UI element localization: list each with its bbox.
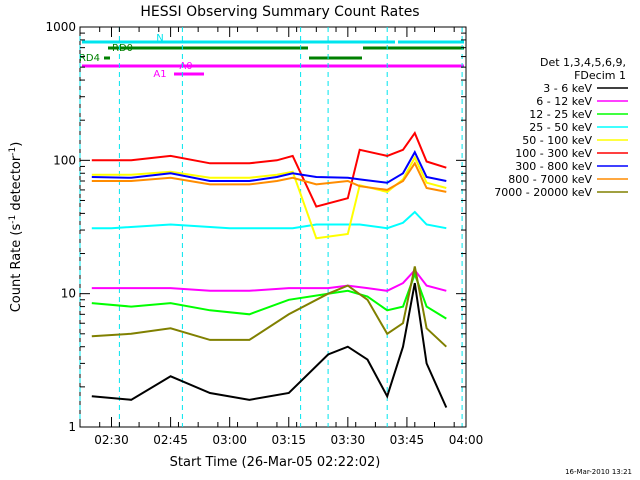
series-3-6-kev bbox=[91, 282, 448, 408]
series-12-25-kev bbox=[91, 271, 447, 320]
legend-header-line-1: Det 1,3,4,5,6,9, bbox=[540, 56, 626, 69]
flag-label-a1: A1 bbox=[153, 69, 166, 80]
chart-title: HESSI Observing Summary Count Rates bbox=[140, 4, 419, 20]
series-group bbox=[91, 131, 448, 408]
x-tick-label-03-00: 03:00 bbox=[212, 433, 247, 447]
legend-header-line-2: FDecim 1 bbox=[574, 69, 626, 82]
x-tick-label-04-00: 04:00 bbox=[449, 433, 484, 447]
x-tick-label-02-30: 02:30 bbox=[94, 433, 129, 447]
x-axis-label: Start Time (26-Mar-05 02:22:02) bbox=[170, 455, 381, 470]
observing-flags: N RD0 RD4 A0 A1 bbox=[79, 33, 464, 80]
legend-label-3-6-kev: 3 - 6 keV bbox=[543, 82, 592, 95]
x-tick-label-02-45: 02:45 bbox=[153, 433, 188, 447]
legend-label-12-25-kev: 12 - 25 keV bbox=[529, 108, 592, 121]
series-50-100-kev bbox=[91, 155, 447, 240]
flag-label-a0: A0 bbox=[179, 61, 192, 72]
legend-label-7000-20000-kev: 7000 - 20000 keV bbox=[494, 186, 592, 199]
series-100-300-kev bbox=[91, 131, 447, 208]
y-axis: 1 10 100 1000 bbox=[45, 20, 466, 434]
legend-label-300-800-kev: 300 - 800 keV bbox=[515, 160, 592, 173]
y-tick-label-1000: 1000 bbox=[45, 20, 76, 34]
y-axis-label: Count Rate (s-1 detector-1) bbox=[8, 142, 24, 313]
x-tick-label-03-45: 03:45 bbox=[390, 433, 425, 447]
legend-label-100-300-kev: 100 - 300 keV bbox=[515, 147, 592, 160]
series-800-7000-kev bbox=[91, 161, 447, 193]
x-axis: 02:30 02:45 03:00 03:15 03:30 03:45 04:00 bbox=[79, 27, 484, 447]
legend-label-800-7000-kev: 800 - 7000 keV bbox=[508, 173, 592, 186]
series-300-800-kev bbox=[91, 150, 447, 184]
series-7000-20000-kev bbox=[91, 266, 447, 348]
x-tick-label-03-15: 03:15 bbox=[271, 433, 306, 447]
y-tick-label-10: 10 bbox=[61, 287, 76, 301]
y-tick-label-100: 100 bbox=[53, 153, 76, 167]
flag-label-n: N bbox=[156, 33, 163, 44]
series-6-12-kev bbox=[91, 268, 447, 292]
legend-label-6-12-kev: 6 - 12 keV bbox=[536, 95, 592, 108]
flag-label-rd0: RD0 bbox=[112, 43, 133, 54]
legend-label-25-50-kev: 25 - 50 keV bbox=[529, 121, 592, 134]
footer-timestamp: 16-Mar-2010 13:21 bbox=[565, 468, 632, 476]
x-tick-label-03-30: 03:30 bbox=[331, 433, 366, 447]
y-tick-label-1: 1 bbox=[68, 420, 76, 434]
flag-label-rd4: RD4 bbox=[79, 53, 100, 64]
legend-label-50-100-kev: 50 - 100 keV bbox=[522, 134, 592, 147]
series-25-50-kev bbox=[91, 210, 447, 230]
